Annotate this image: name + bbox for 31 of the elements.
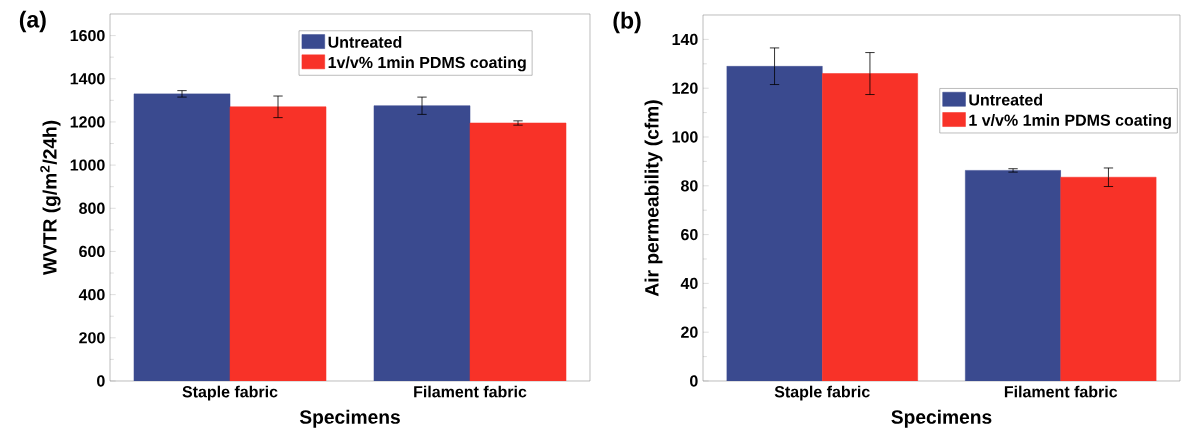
legend-label: Untreated [328,36,402,48]
legend-label: 1 v/v% 1min PDMS coating [969,114,1171,130]
y-tick-label: 1600 [70,29,105,42]
y-tick-label: 600 [79,245,105,258]
y-tick-label: 100 [672,131,698,143]
y-tick-label: 80 [681,180,698,192]
y-tick-label: 40 [680,277,698,290]
y-tick-label: 200 [79,332,105,344]
x-tick-label: Staple fabric [182,385,278,401]
legend-label: 1v/v% 1min PDMS coating [328,56,526,72]
y-axis-title: Air permeability (cfm) [644,100,663,297]
x-tick-label: Filament fabric [414,385,527,398]
x-axis-title: Specimens [299,409,400,428]
y-tick-label: 400 [78,288,105,301]
y-tick-label: 60 [681,228,698,241]
y-tick-label: 20 [681,326,698,338]
y-tick-label: 0 [97,375,105,387]
x-tick-label: Staple fabric [774,385,870,401]
y-tick-label: 0 [690,375,698,387]
y-axis-title: WVTR (g/m$^{2}$/24h) [40,120,61,276]
y-tick-label: 140 [672,33,698,46]
y-tick-label: 1400 [70,73,105,85]
y-tick-label: 1000 [70,159,105,171]
y-tick-label: 800 [79,202,105,214]
y-tick-label: 1200 [70,116,105,128]
x-axis-title: Specimens [891,409,992,428]
chart-title: (b) [613,11,641,34]
legend-label: Untreated [969,93,1043,106]
chart-title: (a) [19,10,46,33]
y-tick-label: 120 [672,82,698,94]
x-tick-label: Filament fabric [1004,385,1118,398]
